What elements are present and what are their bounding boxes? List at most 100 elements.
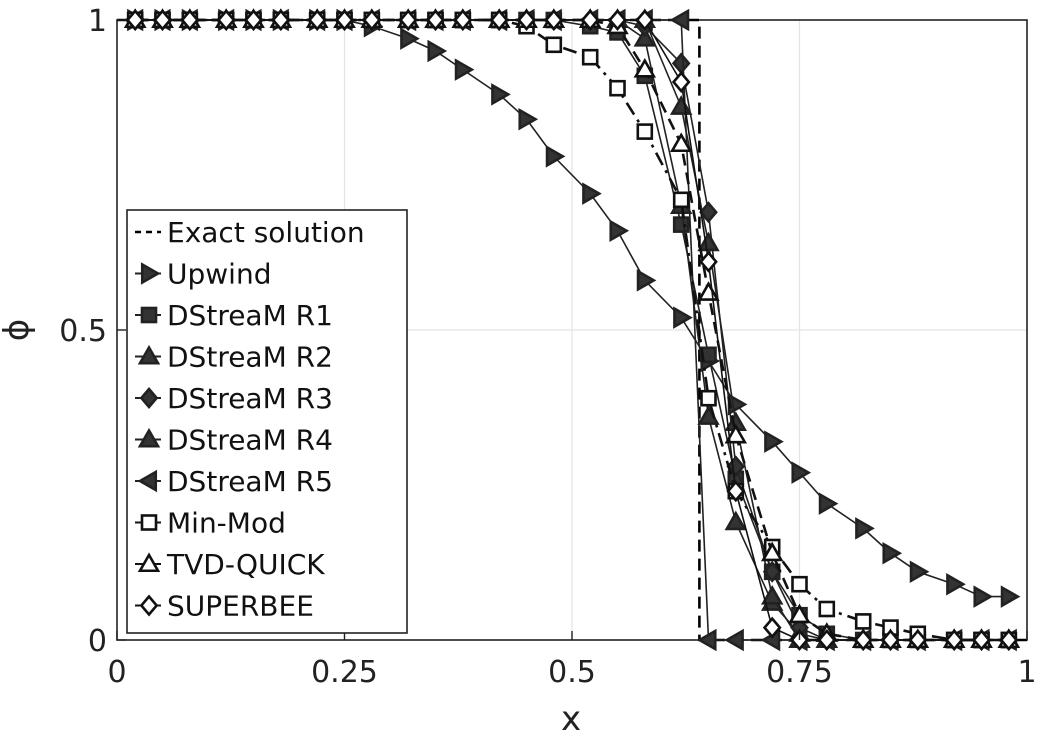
legend-label-6: DStreaM R5	[167, 465, 333, 498]
legend-label-5: DStreaM R4	[167, 424, 333, 457]
series-1-point-26	[909, 560, 930, 584]
series-5-point-19	[697, 231, 720, 252]
series-9-point-28	[972, 628, 991, 652]
series-9-point-15	[580, 8, 600, 32]
series-1-point-23	[818, 492, 839, 515]
series-7-point-16	[609, 79, 626, 97]
series-1-point-9	[400, 27, 420, 50]
series-1-point-27	[946, 572, 966, 596]
series-8-point-22	[788, 603, 811, 624]
legend-marker-1	[140, 262, 161, 285]
legend-marker-8	[137, 552, 161, 573]
series-9-point-19	[699, 250, 718, 273]
series-9-point-9	[398, 8, 418, 32]
legend-label-0: Exact solution	[167, 216, 365, 249]
series-9-point-10	[426, 8, 445, 32]
series-1-point-24	[855, 517, 875, 540]
tick-labels: 0 0.25 0.5 0.75 1 0 0.5 1	[59, 4, 1036, 690]
series-1-point-28	[973, 585, 994, 608]
series-1-point-15	[582, 182, 602, 205]
series-9-point-0	[125, 8, 145, 32]
series-1-point-11	[454, 58, 475, 81]
series-6-point-20	[724, 628, 744, 652]
series-1-point-25	[882, 541, 903, 565]
x-tick-label-3: 0.75	[766, 655, 833, 690]
series-7-point-17	[636, 123, 654, 140]
series-3-point-17	[633, 26, 657, 47]
x-tick-label-4: 1	[1017, 655, 1036, 690]
legend-label-2: DStreaM R1	[167, 299, 333, 332]
series-7-point-18	[672, 191, 690, 209]
series-9-point-17	[635, 8, 655, 32]
series-1-point-14	[545, 145, 566, 168]
legend-marker-2	[140, 306, 158, 324]
series-9-point-18	[671, 70, 691, 94]
series-9-point-13	[517, 8, 536, 32]
series-2-point-18	[672, 216, 690, 233]
series-9-point-5	[271, 8, 291, 32]
series-9-point-16	[608, 8, 627, 32]
legend-label-9: SUPERBEE	[167, 590, 314, 623]
series-3-point-20	[724, 510, 748, 531]
legend-label-1: Upwind	[167, 258, 271, 291]
legend-label-4: DStreaM R3	[167, 382, 333, 415]
series-8-point-20	[724, 423, 748, 444]
series-9-point-11	[453, 8, 473, 32]
series-9-point-1	[153, 8, 172, 32]
x-tick-label-2: 0.5	[548, 655, 596, 690]
series-7-point-15	[581, 48, 599, 66]
y-tick-label-0: 0	[88, 624, 107, 659]
series-7-point-23	[818, 600, 836, 618]
series-1-point-16	[609, 219, 630, 243]
series-9	[125, 8, 1019, 652]
series-9-point-26	[908, 628, 928, 652]
series-1-point-12	[491, 83, 511, 106]
series-6-point-19	[696, 628, 717, 652]
legend-marker-4	[139, 386, 159, 410]
series-8-point-17	[633, 57, 657, 78]
series-6-point-18	[669, 8, 690, 32]
series-8-point-21	[760, 541, 784, 562]
legend-marker-7	[140, 514, 158, 531]
series-9-point-3	[216, 8, 236, 32]
series-1-point-17	[636, 269, 657, 292]
series-9-point-4	[244, 8, 263, 32]
legend-label-8: TVD-QUICK	[166, 548, 325, 581]
series-1-point-13	[518, 107, 539, 131]
x-tick-label-1: 0.25	[311, 655, 378, 690]
series-8-point-18	[669, 132, 693, 153]
series-9-point-7	[335, 8, 354, 32]
series-9-point-14	[544, 8, 564, 32]
legend-box	[126, 209, 408, 634]
legend-marker-5	[137, 427, 161, 448]
y-tick-label-2: 1	[88, 4, 107, 39]
series-9-point-29	[999, 628, 1019, 652]
series-9-point-2	[180, 8, 200, 32]
legend-marker-3	[137, 344, 161, 365]
y-tick-label-1: 0.5	[59, 314, 107, 349]
series-1-point-10	[427, 39, 448, 63]
series-9-point-12	[489, 8, 509, 32]
legend-label-7: Min-Mod	[167, 507, 286, 540]
series-1-point-22	[791, 461, 812, 484]
series-9-point-25	[881, 628, 900, 652]
series-4-point-19	[699, 201, 718, 224]
series-9-point-20	[726, 480, 746, 503]
legend-label-3: DStreaM R2	[167, 341, 333, 374]
series-7-point-22	[791, 575, 808, 593]
series-9-point-27	[944, 628, 964, 652]
legend-marker-6	[137, 469, 158, 493]
legend-marker-9	[139, 594, 159, 617]
series-7-point-14	[545, 36, 563, 54]
x-axis-label: x	[561, 699, 581, 737]
series-1-point-18	[673, 306, 693, 329]
series-9-point-24	[853, 628, 873, 652]
series-9-point-6	[307, 8, 327, 32]
series-5-point-21	[760, 584, 784, 605]
series-9-point-21	[762, 616, 782, 639]
series-1-point-21	[764, 430, 784, 453]
x-tick-label-0: 0	[107, 655, 126, 690]
series-9-point-8	[362, 8, 382, 32]
legend: Exact solution Upwind DStreaM R1 DStreaM R2…	[126, 209, 408, 634]
